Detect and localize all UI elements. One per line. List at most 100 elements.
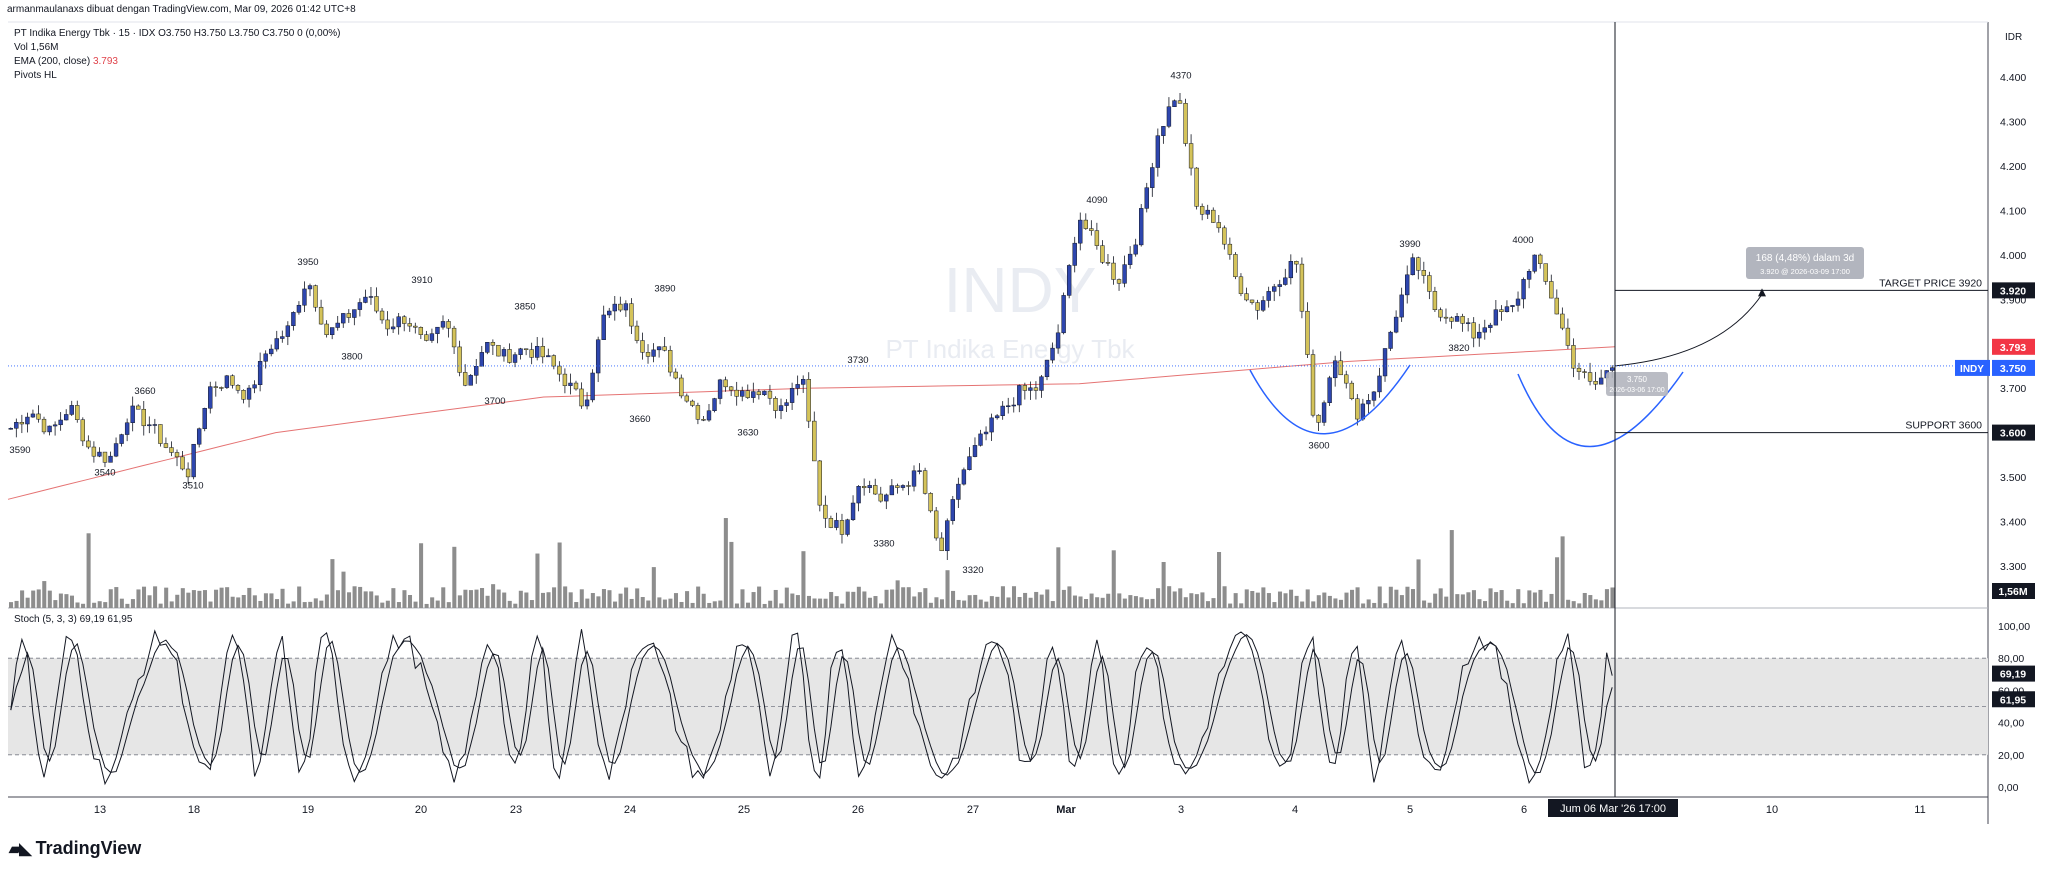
- crosshair-time-label: Jum 06 Mar '26 17:00: [1560, 803, 1666, 815]
- candle-body: [861, 486, 867, 489]
- volume-bar: [1300, 601, 1305, 608]
- volume-bar: [125, 603, 130, 608]
- candle-body: [379, 310, 385, 321]
- legend-volume[interactable]: Vol 1,56M: [14, 42, 59, 53]
- volume-bar: [867, 597, 872, 608]
- volume-bar: [751, 592, 756, 608]
- volume-bar: [834, 596, 839, 608]
- candle-body: [1139, 208, 1144, 246]
- volume-bar: [197, 590, 202, 608]
- candle-body: [280, 336, 285, 339]
- volume-bar: [1261, 587, 1266, 608]
- volume-bar: [1205, 601, 1210, 608]
- candle-body: [113, 443, 119, 457]
- candle-body: [385, 319, 390, 330]
- volume-bar: [153, 586, 158, 608]
- volume-bar: [430, 597, 435, 608]
- candle-body: [263, 353, 268, 362]
- candle-body: [767, 390, 773, 399]
- volume-bar: [47, 590, 52, 608]
- candle-body: [440, 321, 446, 328]
- candle-body: [1083, 219, 1088, 229]
- axis-badges: 3.920 3.793 3.750 3.600 1,56M 69,19 61,95 INDY: [1955, 282, 2035, 708]
- volume-bar: [1150, 598, 1155, 608]
- candle-body: [1094, 230, 1100, 246]
- candle-body: [607, 310, 612, 316]
- candles: [8, 92, 1615, 561]
- volume-bar: [878, 603, 884, 608]
- volume-bar: [1228, 603, 1233, 608]
- candle-body: [1582, 371, 1587, 373]
- stoch-lines: [10, 629, 1613, 786]
- pivot-label: 4370: [1170, 70, 1191, 81]
- volume-bar: [701, 593, 706, 608]
- volume-bar: [1399, 595, 1404, 608]
- volume-bar: [164, 587, 169, 608]
- time-tick-label: 10: [1766, 804, 1778, 816]
- volume-bar: [1250, 590, 1255, 608]
- candle-body: [1299, 263, 1305, 312]
- stoch-d-badge: 61,95: [2000, 694, 2026, 706]
- candle-body: [19, 422, 25, 425]
- volume-bar: [64, 594, 69, 608]
- candle-body: [147, 424, 152, 427]
- volume-bar: [734, 603, 739, 608]
- candle-body: [1188, 143, 1194, 169]
- candle-body: [1493, 309, 1499, 326]
- volume-bar: [92, 602, 97, 608]
- legend-pivots[interactable]: Pivots HL: [14, 70, 57, 81]
- volume-bar: [108, 589, 113, 608]
- volume-bar: [1471, 590, 1476, 608]
- candle-body: [867, 485, 872, 489]
- legend-ema[interactable]: EMA (200, close) 3.793: [14, 55, 340, 69]
- candle-body: [900, 485, 906, 488]
- pivot-label: 3320: [962, 565, 983, 576]
- candle-body: [806, 379, 811, 422]
- time-tick-label: 5: [1407, 804, 1413, 816]
- candle-body: [895, 485, 900, 488]
- projection-label: 168 (4,48%) dalam 3d: [1756, 253, 1854, 264]
- candle-body: [695, 405, 701, 420]
- candle-body: [346, 313, 351, 318]
- candle-body: [1211, 209, 1216, 223]
- candle-body: [1238, 276, 1244, 294]
- legend-symbol[interactable]: PT Indika Energy Tbk · 15 · IDX O3.750 H…: [14, 28, 341, 39]
- volume-bar: [624, 587, 629, 608]
- tradingview-logo[interactable]: ▰◣ TradingView: [9, 838, 141, 859]
- candle-body: [562, 373, 568, 386]
- volume-bar: [801, 551, 806, 608]
- candle-body: [601, 314, 606, 340]
- candle-body: [413, 325, 418, 328]
- cursor-tooltip-box: [1606, 372, 1668, 396]
- candle-body: [1111, 262, 1116, 280]
- volume-bar: [1582, 592, 1587, 608]
- stoch-k-badge-box: [1992, 665, 2035, 682]
- pivot-label: 3590: [9, 445, 30, 456]
- volume-bar: [1377, 586, 1382, 608]
- candle-body: [1499, 309, 1504, 312]
- volume-bar: [202, 590, 207, 608]
- candle-body: [551, 355, 557, 367]
- pivot-label: 3800: [341, 352, 362, 363]
- candle-body: [25, 416, 30, 425]
- candle-body: [784, 402, 789, 406]
- current-price-badge-box: [1992, 359, 2035, 376]
- volume-bar: [967, 595, 972, 608]
- candle-body: [1532, 254, 1537, 272]
- volume-bar: [535, 553, 540, 608]
- volume-bar: [1294, 595, 1299, 608]
- volume-bar: [1344, 592, 1349, 608]
- level-name: SUPPORT 3600: [1905, 420, 1982, 432]
- volume-bar: [1394, 589, 1399, 608]
- candle-body: [163, 443, 169, 448]
- candle-body: [668, 350, 673, 373]
- volume-bars: [9, 518, 1615, 608]
- candle-body: [961, 469, 967, 485]
- volume-bar: [58, 593, 63, 608]
- time-tick-label: 11: [1914, 804, 1925, 816]
- stoch-legend[interactable]: Stoch (5, 3, 3) 69,19 61,95: [14, 614, 133, 625]
- volume-bar: [1455, 594, 1460, 608]
- volume-bar: [923, 588, 928, 608]
- volume-bar: [158, 603, 163, 608]
